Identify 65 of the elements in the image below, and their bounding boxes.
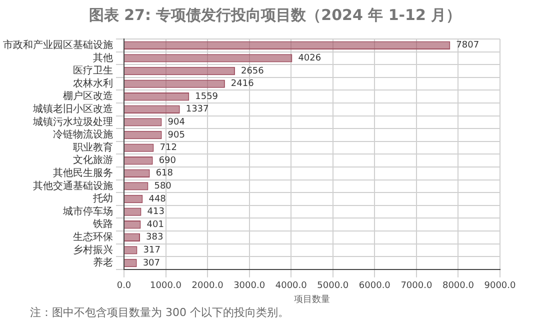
bar: [124, 220, 141, 229]
data-label: 712: [160, 143, 177, 154]
data-label: 580: [154, 182, 172, 192]
data-label: 2656: [240, 66, 264, 76]
y-tick-label: 城镇污水垃圾处理: [32, 116, 113, 128]
y-tick-label: 城市停车场: [62, 205, 113, 218]
y-tick-label: 棚户区改造: [63, 90, 113, 102]
bar: [124, 92, 190, 101]
y-tick-label: 乡村振兴: [73, 244, 113, 256]
chart-title: 图表 27: 专项债发行投向项目数（2024 年 1-12 月）: [88, 5, 462, 26]
bar: [124, 156, 153, 165]
y-tick-label: 职业教育: [73, 141, 113, 154]
y-tick-label: 文化旅游: [73, 154, 113, 166]
data-label: 448: [148, 194, 166, 204]
data-label: 618: [156, 168, 174, 179]
text: 注：图中不包含项目数量为 300 个以下的投向类别。: [29, 305, 290, 320]
x-axis-title: 项目数量: [294, 294, 330, 305]
data-label: 1559: [195, 92, 218, 102]
data-label: 401: [146, 220, 164, 230]
y-tick-label: 其他交通基础设施: [33, 180, 113, 192]
bar: [124, 233, 140, 242]
y-tick-label: 城镇老旧小区改造: [32, 102, 113, 115]
data-label: 317: [143, 246, 160, 256]
data-label: 904: [168, 118, 186, 128]
x-tick-label: 3000.0: [234, 281, 266, 292]
y-tick-label: 农林水利: [73, 77, 113, 90]
y-tick-label: 托幼: [92, 192, 113, 205]
data-label: 2416: [230, 79, 254, 90]
y-tick-label: 铁路: [92, 218, 113, 230]
x-tick-label: 6000.0: [358, 281, 391, 292]
data-label: 905: [168, 130, 185, 140]
y-tick-label: 冷链物流设施: [53, 128, 113, 141]
x-tick-label: 9000.0: [484, 281, 516, 292]
y-tick-label: 其他: [93, 52, 113, 64]
x-tick-label: 2000.0: [192, 281, 224, 292]
data-label: 383: [146, 232, 164, 243]
bar: [124, 80, 225, 88]
y-tick-label: 其他民生服务: [53, 166, 113, 179]
x-tick-label: 7000.0: [400, 281, 432, 292]
y-tick-label: 医疗卫生: [73, 64, 113, 77]
bar: [124, 194, 143, 204]
bar: [124, 208, 142, 216]
data-label: 413: [147, 207, 164, 218]
y-tick-label: 市政和产业园区基础设施: [3, 38, 113, 51]
data-label: 7807: [456, 40, 480, 51]
y-tick-label: 生态环保: [73, 230, 113, 243]
bar: [124, 54, 292, 62]
bar: [124, 105, 180, 114]
x-tick-label: 4000.0: [275, 281, 308, 292]
bar: [124, 66, 235, 76]
x-tick-label: 1000.0: [150, 281, 182, 292]
data-label: 307: [142, 258, 160, 268]
bar: [124, 169, 150, 178]
x-tick-label: 5000.0: [317, 281, 349, 292]
data-label: 4026: [298, 54, 322, 64]
x-tick-label: 8000.0: [442, 281, 474, 292]
bar: [124, 130, 162, 140]
bar: [124, 182, 148, 190]
y-tick-label: 养老: [93, 256, 113, 269]
data-label: 1337: [186, 104, 209, 115]
x-tick-label: 0.0: [116, 281, 132, 292]
bar: [124, 41, 450, 50]
data-label: 690: [158, 156, 176, 166]
bar: [124, 118, 162, 126]
bar: [124, 144, 154, 152]
